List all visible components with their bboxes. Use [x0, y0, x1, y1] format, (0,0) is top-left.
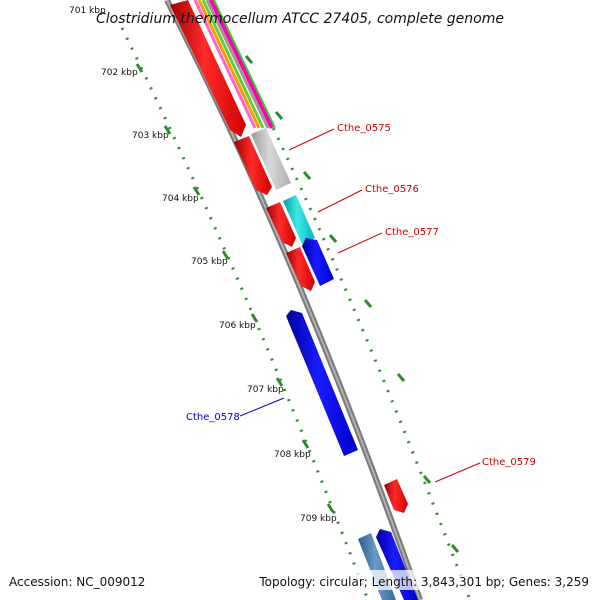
genome-summary-text: Topology: circular; Length: 3,843,301 bp… — [258, 575, 589, 589]
gene-label-cthe-0575[interactable]: Cthe_0575 — [337, 123, 391, 134]
kbp-label: 702 kbp — [101, 68, 138, 78]
kbp-label: 705 kbp — [191, 257, 228, 267]
gene-labels: Cthe_0575 Cthe_0576 Cthe_0577 Cthe_0578 … — [186, 123, 536, 468]
kbp-label: 704 kbp — [162, 194, 199, 204]
gene-cthe-0575[interactable] — [251, 128, 291, 190]
feature-tracks — [193, 0, 276, 129]
kbp-labels: 701 kbp 702 kbp 703 kbp 704 kbp 705 kbp … — [69, 6, 337, 524]
kbp-label: 701 kbp — [69, 6, 106, 16]
gene-cthe-0578[interactable] — [286, 310, 358, 456]
gene-label-cthe-0577[interactable]: Cthe_0577 — [385, 227, 439, 238]
gene-forward[interactable] — [266, 202, 296, 247]
genome-title: Clostridium thermocellum ATCC 27405, com… — [96, 11, 504, 27]
kbp-tick-marks — [135, 63, 335, 513]
outer-tick-marks — [244, 55, 460, 553]
gene-forward[interactable] — [170, 0, 246, 137]
gene-forward[interactable] — [234, 136, 272, 195]
gene-cthe-0577[interactable] — [302, 238, 334, 286]
kbp-label: 708 kbp — [274, 450, 311, 460]
gene-label-cthe-0576[interactable]: Cthe_0576 — [365, 184, 419, 195]
kbp-label: 707 kbp — [247, 385, 284, 395]
gene-cthe-0576[interactable] — [283, 195, 315, 244]
gene-label-cthe-0578[interactable]: Cthe_0578 — [186, 412, 240, 423]
gene-label-cthe-0579[interactable]: Cthe_0579 — [482, 457, 536, 468]
kbp-label: 709 kbp — [300, 514, 337, 524]
gene-leader-lines — [239, 128, 481, 483]
accession-text: Accession: NC_009012 — [9, 575, 145, 589]
gene-cthe-0579[interactable] — [384, 479, 408, 513]
footer-backdrop — [256, 570, 596, 590]
genome-backbone — [164, 0, 423, 600]
kbp-label: 706 kbp — [219, 321, 256, 331]
kbp-label: 703 kbp — [132, 131, 169, 141]
gene-forward[interactable] — [286, 247, 315, 291]
